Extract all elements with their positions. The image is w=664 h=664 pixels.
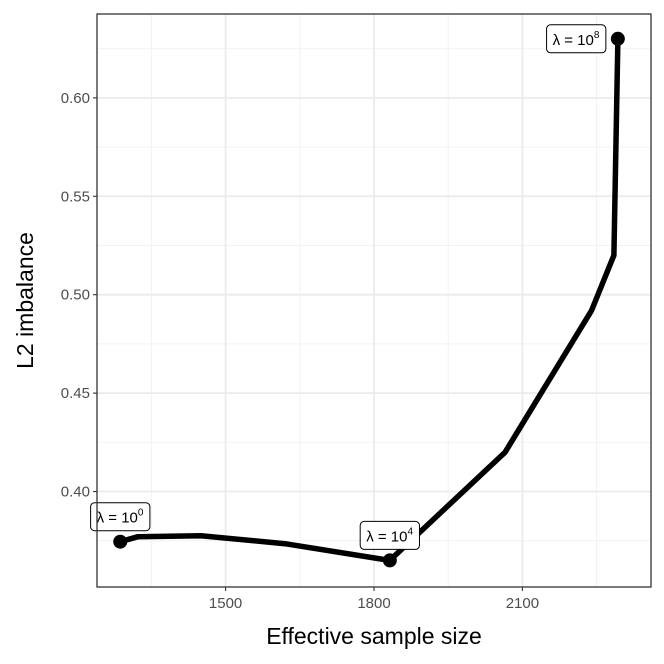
x-tick-label: 1800	[357, 595, 390, 612]
x-tick-label: 2100	[506, 595, 539, 612]
marker-layer	[113, 31, 625, 568]
y-tick-label: 0.55	[61, 188, 90, 205]
lambda-label: λ = 104	[359, 520, 420, 550]
x-tick-label: 1500	[209, 595, 242, 612]
y-tick-label: 0.45	[61, 385, 90, 402]
annotation-layer: λ = 100 λ = 104 λ = 108	[90, 24, 607, 550]
lambda-label-text: λ = 100	[97, 508, 144, 527]
data-point-marker	[113, 534, 128, 549]
y-axis-title: L2 imbalance	[12, 232, 38, 369]
y-tick-label: 0.60	[61, 90, 90, 107]
data-point-marker	[610, 31, 625, 46]
series-line	[114, 38, 621, 564]
y-tick-label: 0.40	[61, 484, 90, 501]
lambda-label-box	[359, 520, 420, 550]
x-axis: 1500 1800 2100	[209, 587, 539, 612]
lambda-label: λ = 108	[546, 24, 607, 54]
lambda-label: λ = 100	[90, 502, 151, 532]
lambda-label-box	[546, 24, 607, 54]
series-layer	[114, 38, 621, 564]
x-axis-title: Effective sample size	[266, 623, 482, 649]
lambda-label-box	[90, 502, 151, 532]
data-point-marker	[382, 553, 397, 568]
y-axis: 0.40 0.45 0.50 0.55 0.60	[61, 90, 97, 501]
major-gridlines	[97, 14, 651, 587]
lambda-label-text: λ = 108	[553, 30, 600, 49]
y-tick-label: 0.50	[61, 287, 90, 304]
lambda-label-text: λ = 104	[366, 526, 413, 545]
